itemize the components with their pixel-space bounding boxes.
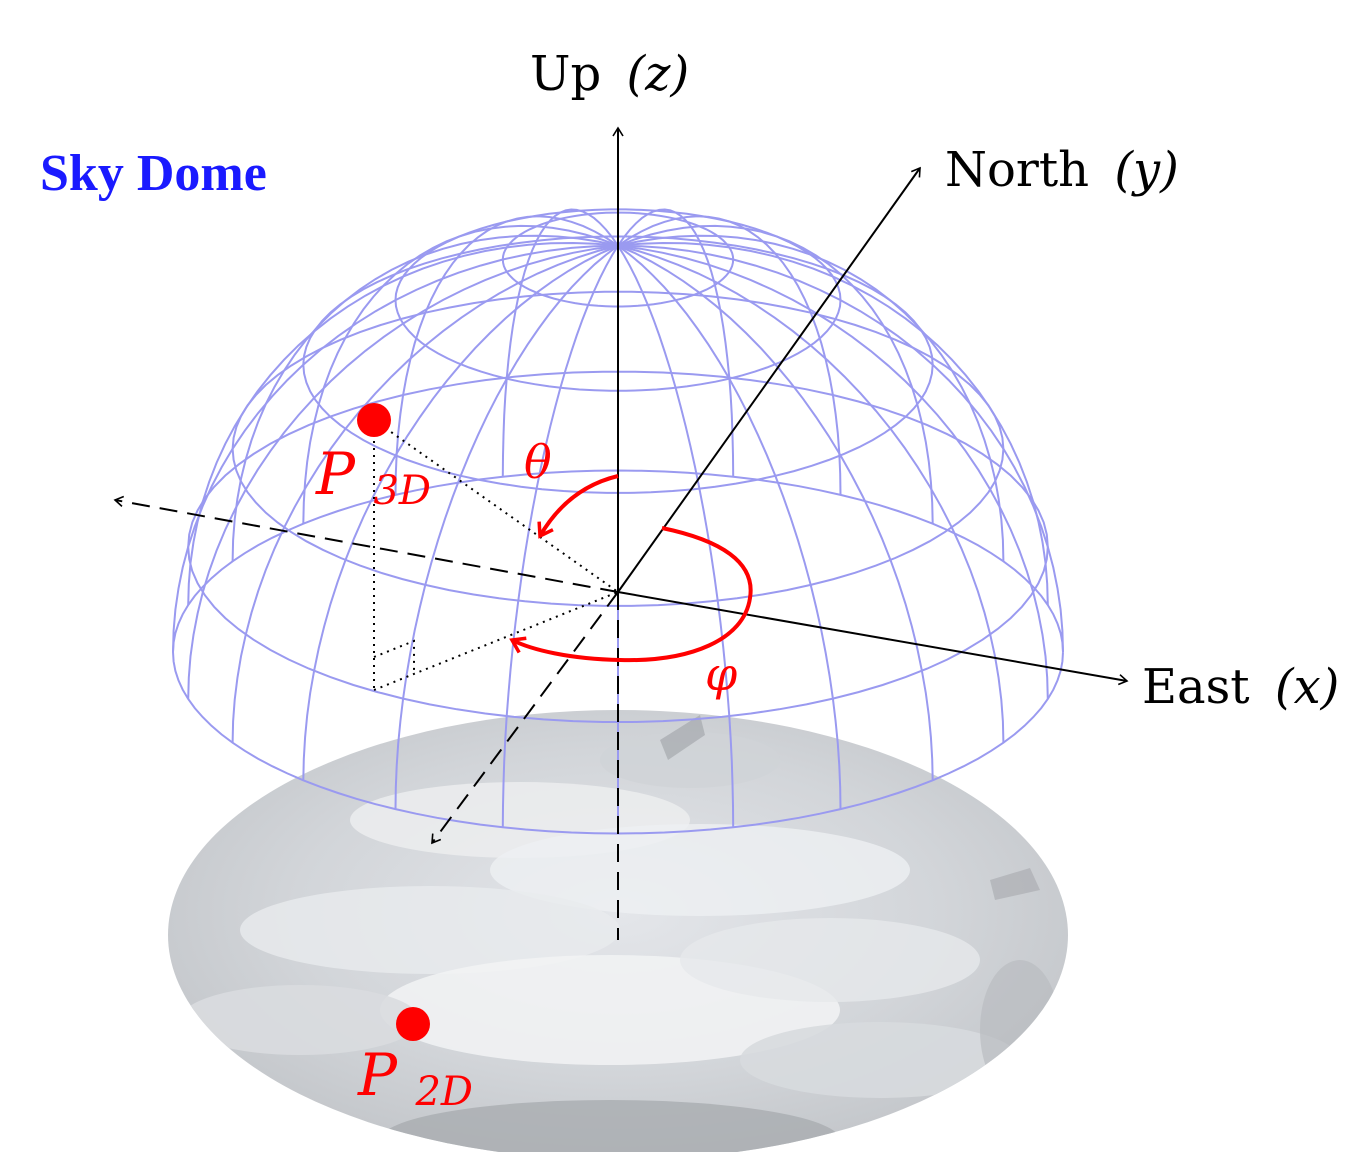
point-2d-label: P 2D <box>357 1041 473 1115</box>
dome-meridian-line <box>231 234 619 562</box>
dome-meridian-line <box>617 234 1005 562</box>
dome-meridian-line <box>187 244 619 700</box>
azimuth-angle-label: φ <box>705 647 738 701</box>
dome-meridian-line <box>617 245 735 828</box>
east-axis-symbol: (x) <box>1275 659 1340 715</box>
point-3d-label: P 3D <box>315 440 431 514</box>
point-2d-subscript: 2D <box>414 1069 473 1115</box>
point-2d-marker <box>396 1007 430 1041</box>
zenith-angle-label: θ <box>524 435 552 489</box>
north-axis-label: North (y) <box>945 142 1179 198</box>
north-axis-symbol: (y) <box>1114 142 1179 198</box>
point-3d-letter: P <box>315 440 356 508</box>
zenith-angle-arc <box>537 474 619 539</box>
dome-meridian-line <box>501 245 619 828</box>
sky-dome-wireframe <box>171 207 1064 835</box>
north-axis-name: North <box>945 142 1089 198</box>
dome-meridian-line <box>172 244 619 653</box>
dome-meridian-line <box>394 244 619 810</box>
dome-meridian-line <box>617 241 1049 606</box>
dome-meridian-line <box>617 244 1049 700</box>
dome-meridian-line <box>617 224 934 524</box>
dome-meridian-line <box>617 244 842 810</box>
dome-meridian-line <box>394 215 619 495</box>
north-axis <box>617 166 921 593</box>
cloud-texture <box>180 715 1060 1152</box>
dome-meridian-line <box>501 208 619 477</box>
point-3d-marker <box>357 403 391 437</box>
dome-meridian-line <box>617 215 842 495</box>
up-axis-label: Up (z) <box>530 46 689 102</box>
dome-meridian-line <box>231 244 619 743</box>
dome-meridian-line <box>302 224 619 524</box>
east-axis-label: East (x) <box>1142 659 1339 715</box>
point-2d-letter: P <box>357 1041 398 1109</box>
negative-east-axis <box>113 495 619 593</box>
azimuth-angle-arc <box>509 526 753 663</box>
projection-lines <box>373 419 619 691</box>
east-axis <box>617 591 1129 686</box>
up-axis-symbol: (z) <box>626 46 689 102</box>
dome-meridian-line <box>617 244 934 781</box>
negative-north-axis <box>431 591 619 845</box>
up-axis-name: Up <box>530 46 601 102</box>
east-axis-name: East <box>1142 659 1250 715</box>
dome-meridian-line <box>617 244 1064 653</box>
dome-meridian-line <box>302 244 619 781</box>
point-3d-subscript: 3D <box>373 468 431 514</box>
dome-meridian-line <box>617 244 1005 743</box>
dome-meridian-line <box>617 208 735 477</box>
diagram-title: Sky Dome <box>40 145 267 202</box>
